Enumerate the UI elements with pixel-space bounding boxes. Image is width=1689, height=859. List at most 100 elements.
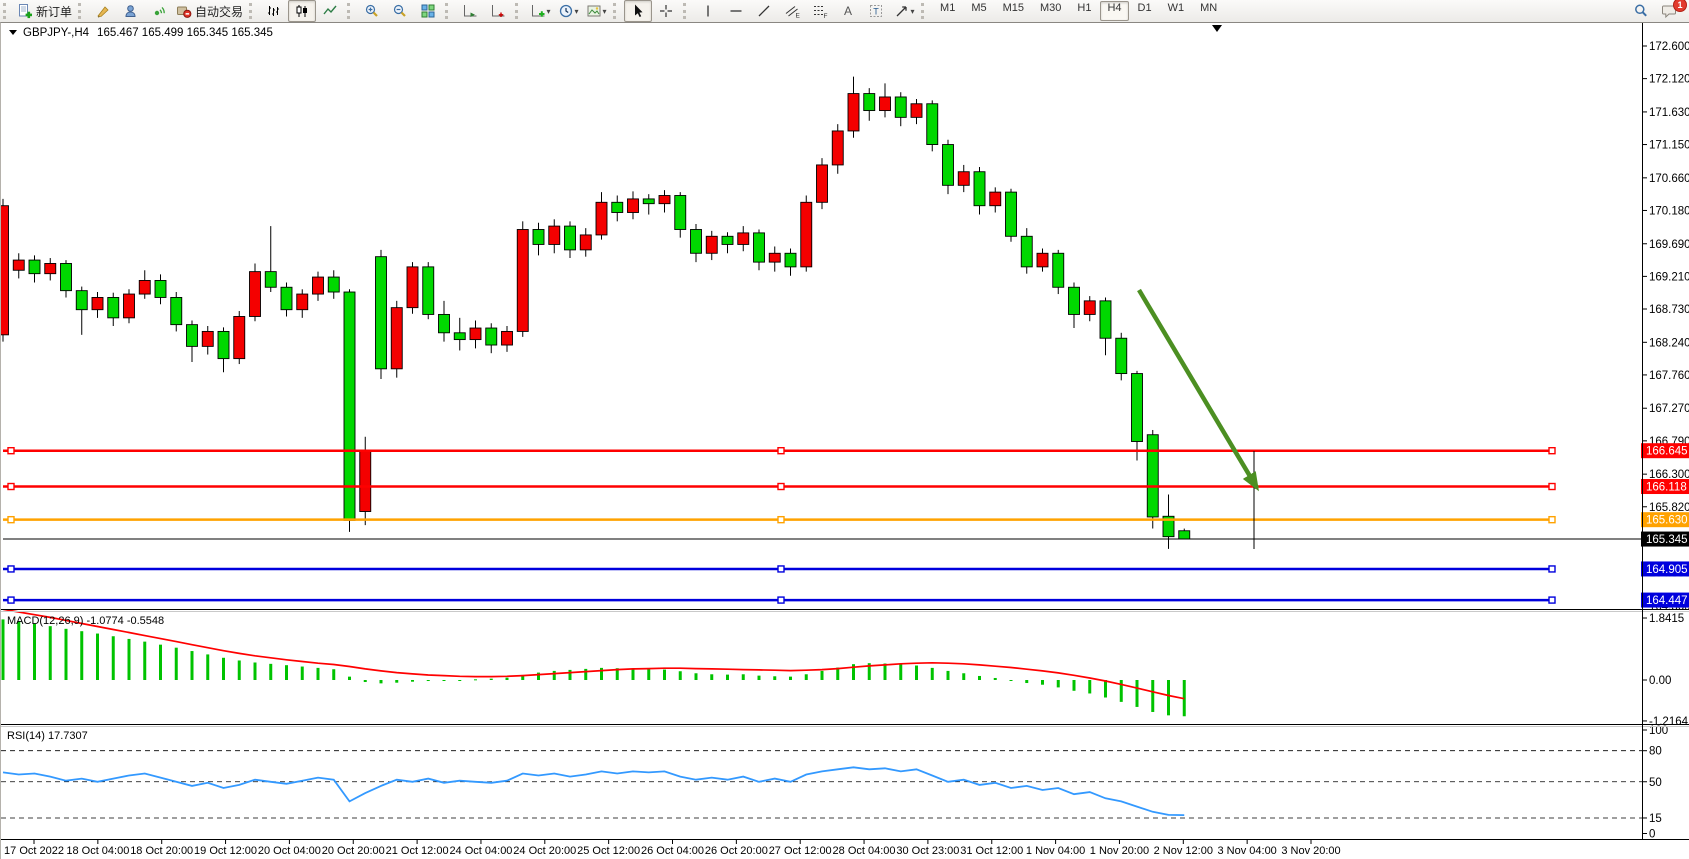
time-label: 18 Oct 04:00: [66, 845, 129, 857]
macd-histogram-bar: [615, 668, 619, 680]
line-handle[interactable]: [1548, 515, 1556, 524]
line-handle[interactable]: [1548, 565, 1556, 573]
timeframe-M15[interactable]: M15: [1002, 2, 1024, 14]
timeframe-H4[interactable]: H4: [1100, 1, 1129, 21]
vline-tool-button[interactable]: [694, 0, 722, 22]
toolbar-grip[interactable]: [921, 3, 929, 19]
signal-button[interactable]: [145, 0, 173, 22]
candle-bearish: [375, 256, 387, 370]
candle-bullish: [390, 307, 403, 370]
line-handle[interactable]: [777, 447, 785, 455]
periods-button[interactable]: ▾: [554, 0, 582, 22]
toolbar-grip[interactable]: [683, 3, 691, 19]
text-tool-button[interactable]: A: [834, 0, 862, 22]
time-label: 28 Oct 04:00: [833, 845, 896, 857]
new-order-button[interactable]: 新订单: [14, 0, 75, 22]
line-handle[interactable]: [777, 515, 785, 524]
zoom-in-button[interactable]: [358, 0, 386, 22]
candle-bullish: [123, 293, 135, 319]
chart-canvas[interactable]: 172.600 172.120 171.630 171.150 170.660 170.1…: [1, 23, 1689, 859]
rsi-tick-label: 50: [1649, 777, 1662, 789]
candle-bullish: [44, 263, 57, 275]
auto-scroll-button[interactable]: [456, 0, 484, 22]
hline-tool-button[interactable]: [722, 0, 750, 22]
time-label: 18 Oct 20:00: [130, 845, 193, 857]
line-handle[interactable]: [777, 482, 785, 491]
channel-tool-button[interactable]: E: [778, 0, 806, 22]
toolbar-grip[interactable]: [249, 3, 257, 19]
line-handle[interactable]: [1548, 447, 1556, 455]
line-handle[interactable]: [777, 565, 785, 573]
price-tick-label: 167.760: [1649, 370, 1689, 382]
time-label: 24 Oct 20:00: [513, 845, 576, 857]
autotrade-button[interactable]: 自动交易: [173, 0, 246, 22]
timeframe-M1[interactable]: M1: [940, 2, 956, 14]
macd-histogram-bar: [757, 675, 761, 680]
macd-histogram-bar: [1041, 680, 1044, 685]
candle-bullish: [469, 327, 482, 341]
macd-signal-line: [2, 610, 1185, 700]
cursor-tool-button[interactable]: [624, 0, 653, 22]
candles-layer: [1, 76, 1191, 549]
line-handle[interactable]: [777, 596, 785, 604]
toolbar-grip[interactable]: [515, 3, 523, 19]
zoom-out-icon: [393, 4, 406, 17]
macd-histogram-bar: [269, 663, 273, 680]
line-handle[interactable]: [7, 515, 15, 524]
price-tick-label: 170.660: [1649, 173, 1689, 185]
macd-histogram-bar: [348, 676, 351, 680]
dropdown-caret-icon: ▾: [574, 6, 579, 16]
bar-chart-button[interactable]: [260, 0, 288, 22]
macd-histogram-bar: [867, 663, 871, 680]
candle-bullish: [627, 198, 639, 213]
candle-bullish: [705, 235, 718, 254]
toolbar-grip[interactable]: [445, 3, 453, 19]
chart-window[interactable]: 172.600 172.120 171.630 171.150 170.660 170.1…: [0, 22, 1689, 859]
pencil-button[interactable]: [89, 0, 117, 22]
toolbar-grip[interactable]: [347, 3, 355, 19]
trend-arrow-object[interactable]: [1137, 288, 1259, 492]
price-tag-label: 166.118: [1646, 482, 1687, 494]
line-handle[interactable]: [1548, 596, 1556, 604]
line-handle[interactable]: [7, 565, 15, 573]
zoom-out-button[interactable]: [386, 0, 414, 22]
candle-chart-button[interactable]: [288, 0, 317, 22]
label-tool-button[interactable]: T: [862, 0, 890, 22]
candle-bearish: [1068, 286, 1080, 315]
line-handle[interactable]: [7, 447, 15, 455]
timeframe-H1[interactable]: H1: [1077, 2, 1092, 14]
timeframe-W1[interactable]: W1: [1167, 2, 1185, 14]
line-handle[interactable]: [1548, 482, 1556, 491]
time-label: 31 Oct 12:00: [960, 845, 1023, 857]
chart-shift-marker[interactable]: [1212, 25, 1222, 32]
chart-shift-button[interactable]: [484, 0, 512, 22]
timeframe-M5[interactable]: M5: [971, 2, 987, 14]
templates-button[interactable]: ▾: [582, 0, 610, 22]
symbol-dropdown-icon[interactable]: [9, 30, 17, 35]
chat-button[interactable]: 1: [1655, 0, 1687, 22]
timeframe-D1[interactable]: D1: [1137, 2, 1152, 14]
crosshair-tool-button[interactable]: [652, 0, 680, 22]
timeframe-MN[interactable]: MN: [1200, 2, 1218, 14]
tile-windows-button[interactable]: [414, 0, 442, 22]
line-chart-button[interactable]: [316, 0, 344, 22]
toolbar-grip[interactable]: [78, 3, 86, 19]
toolbar-grip[interactable]: [3, 3, 11, 19]
candle-bearish: [942, 144, 954, 186]
trendline-tool-button[interactable]: [750, 0, 778, 22]
fibo-tool-icon: F: [814, 6, 828, 19]
price-tag: [1641, 561, 1689, 577]
macd-histogram-bar: [33, 623, 36, 680]
toolbar-grip[interactable]: [613, 3, 621, 19]
timeframe-M30[interactable]: M30: [1040, 2, 1062, 14]
fibo-tool-button[interactable]: F: [806, 0, 834, 22]
line-handle[interactable]: [7, 482, 15, 491]
line-handle[interactable]: [7, 596, 15, 604]
candle-bearish: [453, 332, 466, 341]
price-tag-label: 164.447: [1646, 595, 1688, 607]
search-button[interactable]: [1627, 0, 1655, 22]
experts-button[interactable]: [117, 0, 145, 22]
arrows-tool-button[interactable]: ▾: [890, 0, 918, 22]
add-indicator-button[interactable]: ▾: [526, 0, 554, 22]
candle-bearish: [863, 93, 876, 112]
